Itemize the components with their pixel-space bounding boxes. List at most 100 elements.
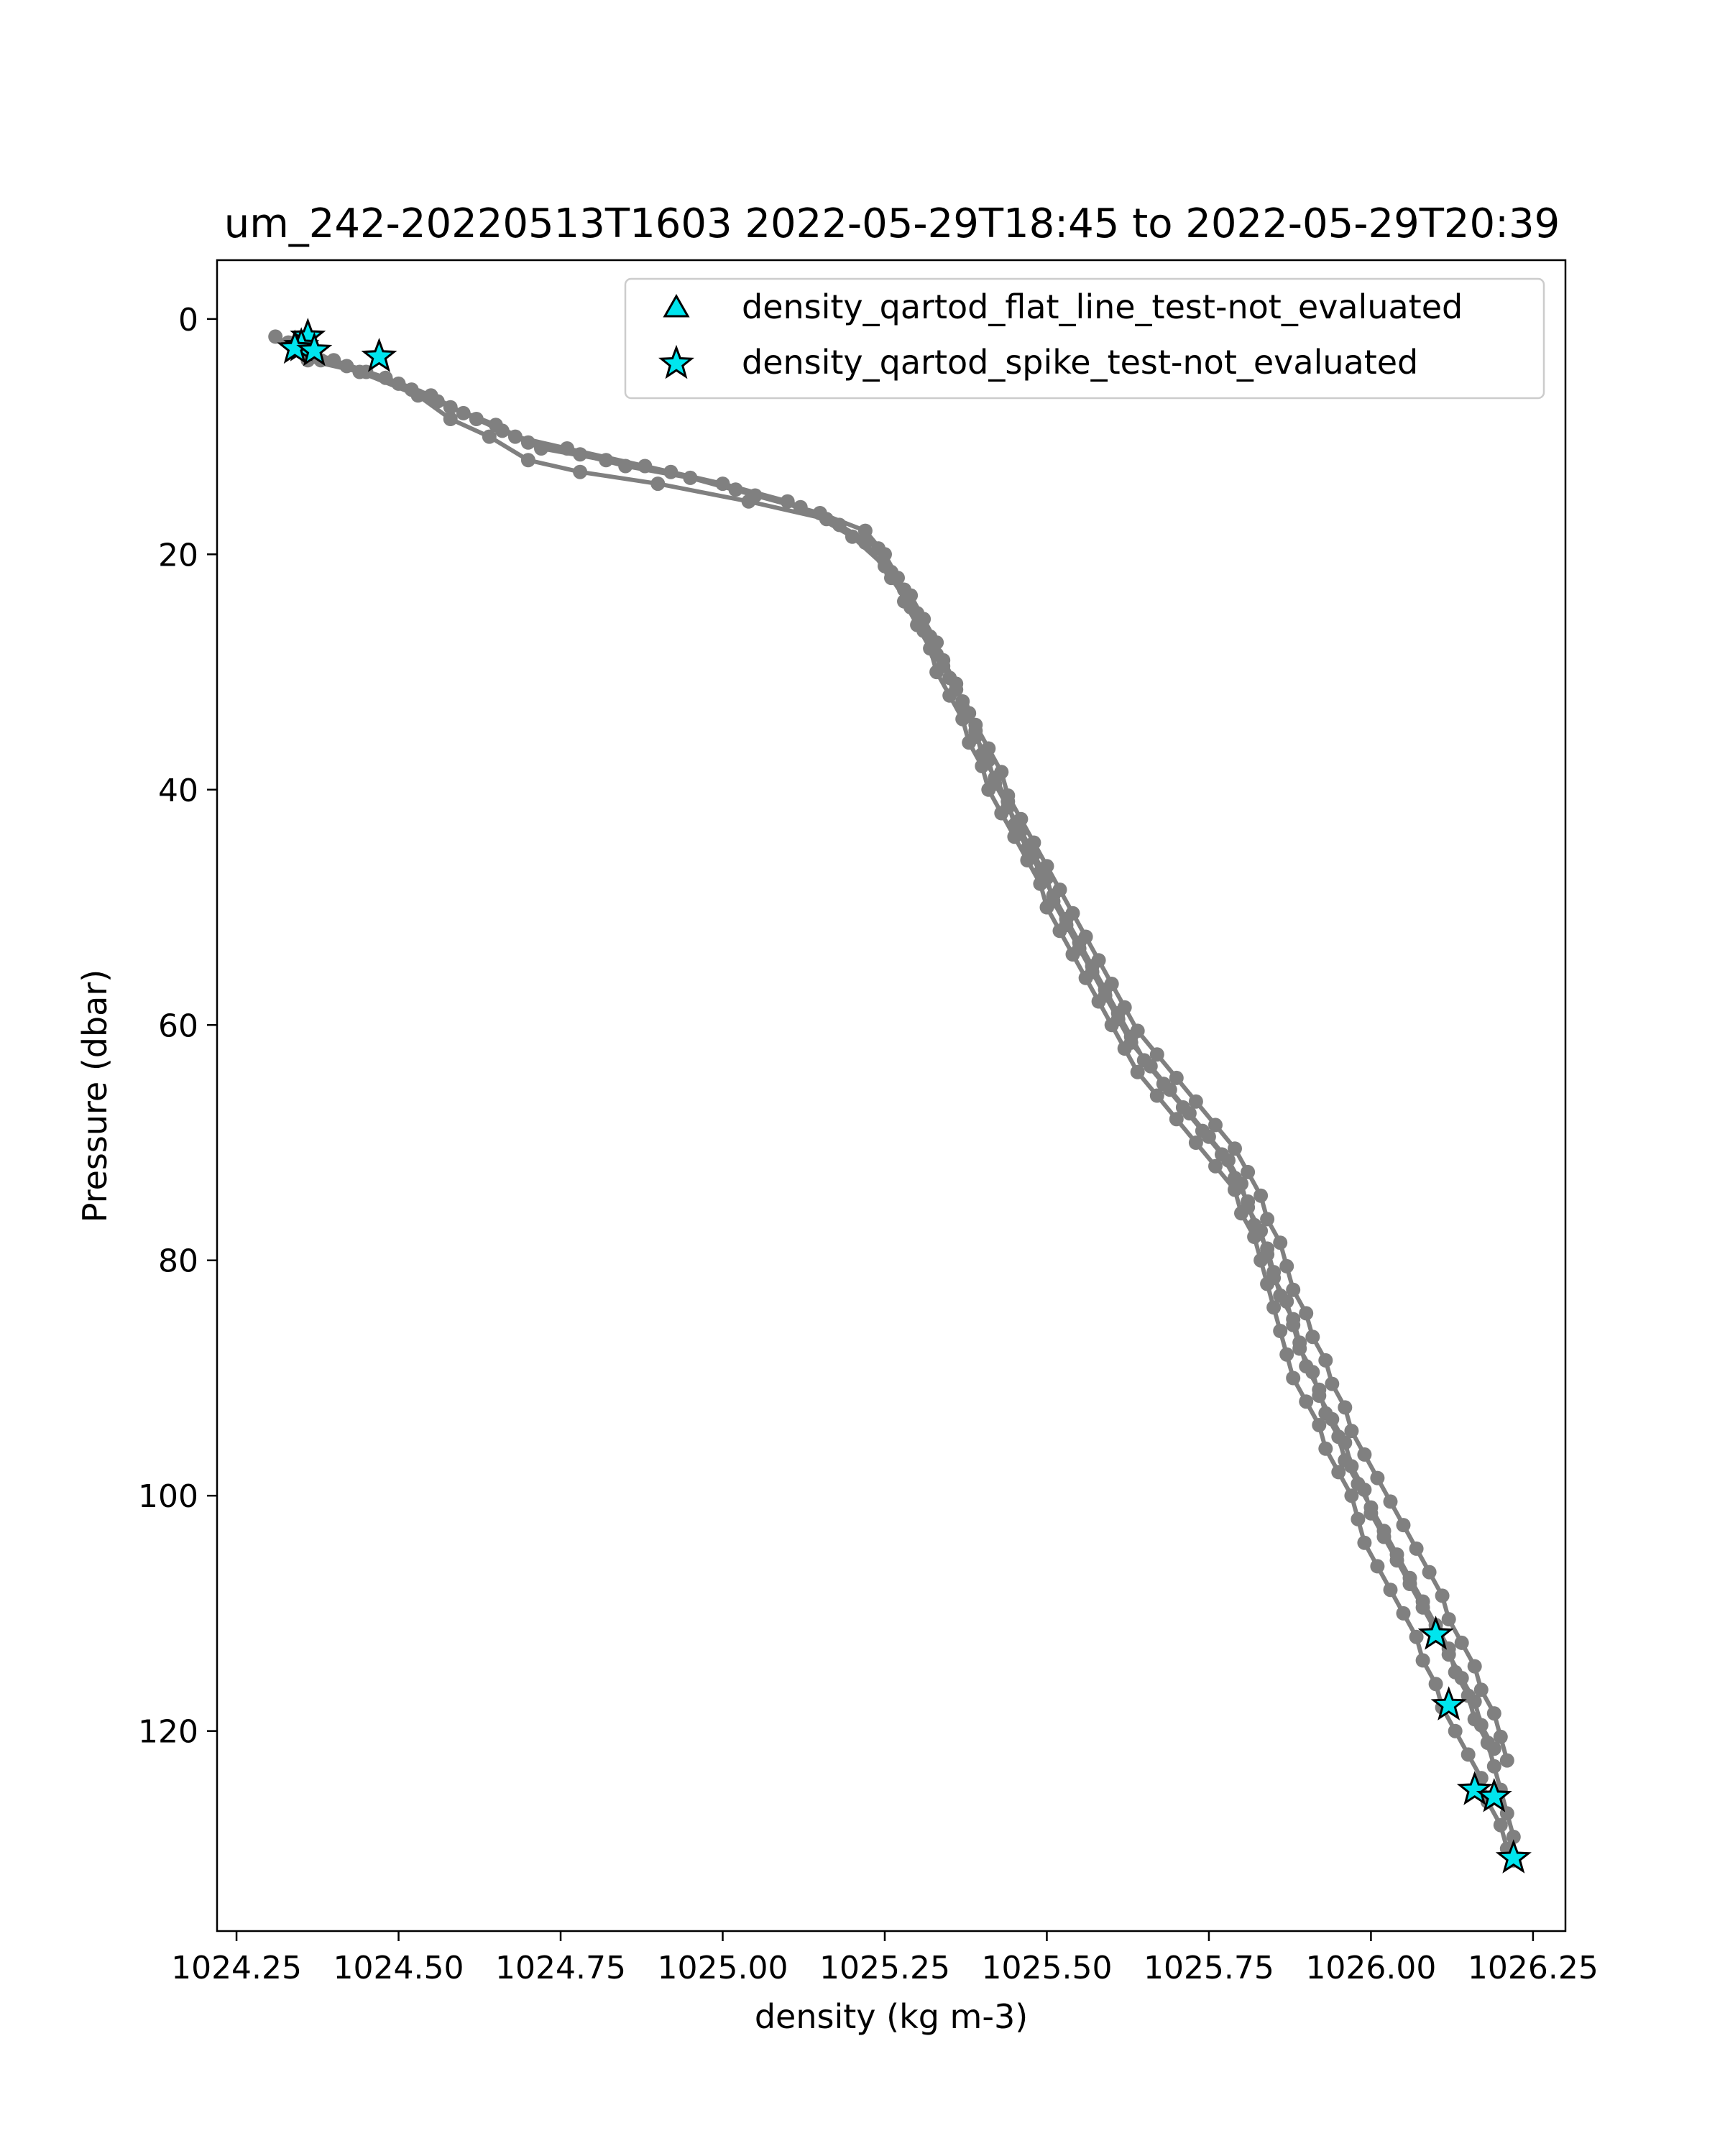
spike-flag-star bbox=[1476, 1777, 1512, 1812]
spike-flag-star bbox=[296, 331, 333, 367]
profile-point bbox=[268, 329, 283, 344]
profile-point bbox=[903, 600, 919, 614]
series-layer bbox=[268, 329, 1521, 1868]
x-tick-label: 1024.75 bbox=[495, 1950, 626, 1986]
profile-point bbox=[1428, 1677, 1443, 1692]
profile-point bbox=[1228, 1141, 1242, 1156]
profile-point bbox=[1312, 1382, 1327, 1397]
profile-point bbox=[1370, 1470, 1385, 1485]
profile-point bbox=[1013, 811, 1029, 826]
y-tick-label: 80 bbox=[158, 1243, 198, 1280]
profile-point bbox=[650, 476, 666, 492]
profile-point bbox=[1435, 1588, 1450, 1603]
profile-point bbox=[728, 482, 743, 497]
profile-point bbox=[1279, 1347, 1294, 1362]
profile-point bbox=[1415, 1594, 1430, 1609]
profile-point bbox=[1370, 1559, 1385, 1574]
profile-point bbox=[1402, 1570, 1417, 1585]
profile-point bbox=[1338, 1400, 1353, 1415]
profile-point bbox=[1396, 1606, 1411, 1621]
profile-point bbox=[423, 388, 438, 403]
profile-point bbox=[1104, 977, 1119, 991]
spike-flag-star bbox=[1430, 1686, 1467, 1720]
x-tick-label: 1025.50 bbox=[981, 1950, 1112, 1986]
profile-point bbox=[1149, 1088, 1164, 1103]
y-tick-label: 100 bbox=[138, 1478, 198, 1515]
profile-point bbox=[1383, 1494, 1398, 1509]
profile-point bbox=[955, 694, 970, 709]
legend-label-spike: density_qartod_spike_test-not_evaluated bbox=[742, 343, 1418, 382]
profile-point bbox=[1286, 1370, 1301, 1386]
flag-layer bbox=[277, 318, 1532, 1874]
profile-point bbox=[573, 464, 588, 479]
profile-point bbox=[1169, 1070, 1184, 1085]
profile-point bbox=[994, 765, 1009, 780]
profile-point bbox=[1493, 1818, 1508, 1833]
profile-point bbox=[1175, 1100, 1190, 1115]
profile-point bbox=[1383, 1583, 1398, 1598]
profile-point bbox=[1331, 1429, 1346, 1445]
profile-point bbox=[1499, 1753, 1514, 1768]
y-axis-ticks: 0 20 40 60 80 100 120 bbox=[138, 302, 217, 1751]
profile-point bbox=[1149, 1047, 1164, 1062]
profile-point bbox=[1273, 1324, 1288, 1338]
profile-point bbox=[1480, 1736, 1495, 1750]
profile-point bbox=[1247, 1217, 1262, 1233]
profile-point bbox=[1299, 1394, 1314, 1409]
profile-point bbox=[1460, 1747, 1476, 1762]
legend-triangle-marker-icon bbox=[663, 293, 690, 318]
profile-point bbox=[1351, 1476, 1366, 1491]
x-axis-ticks: 1024.25 1024.50 1024.75 1025.00 1025.25 1025.… bbox=[171, 1931, 1598, 1986]
profile-point bbox=[1188, 1135, 1203, 1150]
profile-point bbox=[884, 571, 898, 586]
profile-point bbox=[1331, 1465, 1346, 1480]
spike-flag-star bbox=[1417, 1616, 1454, 1650]
x-axis-label: density (kg m-3) bbox=[755, 1997, 1028, 2036]
profile-point bbox=[1415, 1653, 1430, 1668]
profile-point bbox=[663, 464, 678, 479]
profile-point bbox=[599, 453, 614, 468]
profile-point bbox=[494, 423, 510, 438]
profile-point bbox=[1228, 1171, 1242, 1186]
profile-point bbox=[1279, 1258, 1294, 1273]
legend: density_qartod_flat_line_test-not_evalua… bbox=[624, 277, 1545, 400]
profile-point bbox=[1467, 1712, 1482, 1727]
profile-point bbox=[1493, 1729, 1508, 1744]
profile-point bbox=[1357, 1535, 1372, 1550]
spike-flag-star bbox=[361, 338, 397, 372]
profile-point bbox=[520, 453, 535, 468]
profile-point bbox=[1376, 1524, 1392, 1539]
profile-point bbox=[1026, 835, 1041, 850]
profile-point bbox=[1363, 1500, 1379, 1515]
profile-point bbox=[1039, 859, 1054, 874]
legend-label-flat-line: density_qartod_flat_line_test-not_evalua… bbox=[742, 287, 1463, 326]
profile-point bbox=[1486, 1759, 1501, 1774]
profile-point bbox=[1389, 1547, 1404, 1562]
profile-point bbox=[1338, 1453, 1353, 1468]
profile-point bbox=[1312, 1418, 1327, 1432]
profile-point bbox=[741, 494, 756, 509]
x-tick-label: 1025.00 bbox=[658, 1950, 788, 1986]
y-tick-label: 20 bbox=[158, 537, 198, 573]
profile-point bbox=[981, 741, 996, 756]
y-tick-label: 0 bbox=[178, 302, 198, 338]
profile-point bbox=[1254, 1188, 1269, 1203]
x-tick-label: 1025.25 bbox=[819, 1950, 950, 1986]
profile-point bbox=[1299, 1359, 1314, 1374]
y-tick-label: 40 bbox=[158, 773, 198, 809]
y-tick-label: 120 bbox=[138, 1714, 198, 1751]
profile-point bbox=[1467, 1659, 1482, 1674]
profile-point bbox=[1351, 1511, 1366, 1526]
profile-point bbox=[1169, 1112, 1184, 1127]
profile-point bbox=[1473, 1682, 1489, 1697]
plot-frame bbox=[216, 259, 1567, 1932]
profile-point bbox=[942, 671, 957, 686]
profile-point bbox=[857, 523, 873, 538]
profile-point bbox=[1130, 1064, 1145, 1079]
y-axis-label: Pressure (dbar) bbox=[75, 969, 114, 1222]
profile-point bbox=[1486, 1706, 1501, 1721]
profile-point bbox=[1286, 1282, 1301, 1297]
profile-point bbox=[1260, 1212, 1275, 1227]
x-tick-label: 1026.25 bbox=[1468, 1950, 1598, 1986]
